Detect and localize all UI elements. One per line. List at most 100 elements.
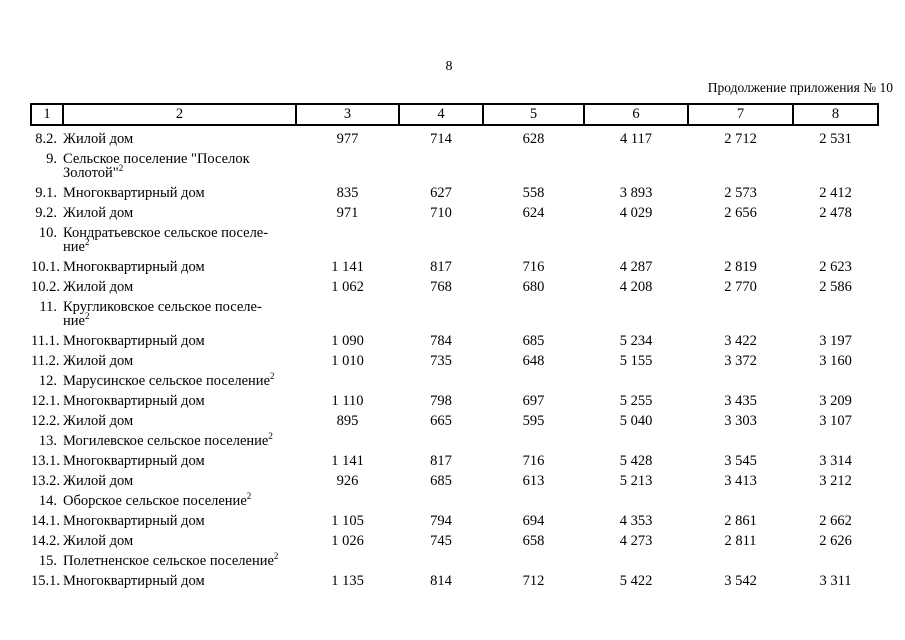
- table-row: 13.1. Многоквартирный дом 1 141 817 716 5 428…: [31, 451, 878, 471]
- row-value: 1 135: [331, 573, 364, 589]
- row-value: 627: [430, 185, 452, 201]
- row-value: [296, 491, 399, 511]
- row-value: 745: [430, 533, 452, 549]
- row-value: 1 141: [331, 259, 364, 275]
- row-number: 14.: [38, 493, 57, 509]
- row-value: 2 573: [724, 185, 757, 201]
- row-value: 977: [336, 131, 359, 147]
- table-row: 9. Сельское поселение "Поселок Золотой"2: [31, 149, 878, 183]
- row-value: [584, 297, 688, 331]
- row-value: 2 626: [819, 533, 852, 549]
- row-value: 3 209: [819, 393, 852, 409]
- table-row: 15.1. Многоквартирный дом 1 135 814 712 5 422…: [31, 571, 878, 591]
- footnote-marker: 2: [84, 311, 90, 322]
- row-value: [793, 551, 878, 571]
- row-name: Жилой дом: [63, 203, 296, 223]
- row-value: 798: [430, 393, 452, 409]
- row-value: 5 040: [619, 413, 653, 429]
- row-value: 5 428: [619, 453, 653, 469]
- footnote-marker: 2: [246, 491, 252, 502]
- row-value: 4 353: [619, 513, 653, 529]
- row-value: 710: [430, 205, 452, 221]
- row-value: 2 478: [819, 205, 852, 221]
- row-name-text: Жилой дом: [63, 473, 134, 489]
- row-name-text: Многоквартирный дом: [63, 259, 205, 275]
- row-value: 2 531: [819, 131, 852, 147]
- row-value: 716: [522, 259, 545, 275]
- row-number: 13.1.: [31, 453, 60, 469]
- row-value: [793, 149, 878, 183]
- row-value: [296, 551, 399, 571]
- row-name-text: Жилой дом: [63, 533, 134, 549]
- row-name: Жилой дом: [63, 125, 296, 149]
- row-number: 11.: [39, 299, 57, 315]
- row-name-text: Сельское поселение "Поселок Золотой": [63, 151, 250, 181]
- row-value: 595: [522, 413, 545, 429]
- row-value: [399, 149, 483, 183]
- table-row: 14.2. Жилой дом 1 026 745 658 4 273 2 811 2 626: [31, 531, 878, 551]
- row-value: 817: [430, 453, 452, 469]
- row-value: [483, 551, 584, 571]
- row-value: 1 010: [331, 353, 364, 369]
- row-value: 1 105: [331, 513, 364, 529]
- row-value: [584, 431, 688, 451]
- row-value: 2 712: [724, 131, 757, 147]
- row-name: Марусинское сельское поселение2: [63, 371, 296, 391]
- row-number: 14.1.: [31, 513, 60, 529]
- row-value: [399, 297, 483, 331]
- row-name-text: Оборское сельское поселение: [63, 493, 247, 509]
- row-value: 794: [430, 513, 452, 529]
- row-value: 926: [336, 473, 359, 489]
- row-value: [688, 371, 793, 391]
- row-name: Многоквартирный дом: [63, 257, 296, 277]
- table-row: 14. Оборское сельское поселение2: [31, 491, 878, 511]
- row-name: Многоквартирный дом: [63, 451, 296, 471]
- table-row: 11.2. Жилой дом 1 010 735 648 5 155 3 372 3 160: [31, 351, 878, 371]
- row-value: 1 090: [331, 333, 364, 349]
- row-value: [399, 551, 483, 571]
- row-value: 3 303: [724, 413, 757, 429]
- row-number: 14.2.: [31, 533, 60, 549]
- table-row: 11. Кругликовское сельское поселе- ние2: [31, 297, 878, 331]
- table-row: 13.2. Жилой дом 926 685 613 5 213 3 413 3 212: [31, 471, 878, 491]
- row-value: [793, 371, 878, 391]
- row-name: Многоквартирный дом: [63, 183, 296, 203]
- row-value: 2 412: [819, 185, 852, 201]
- row-name: Многоквартирный дом: [63, 571, 296, 591]
- row-value: 4 287: [619, 259, 653, 275]
- row-number: 10.1.: [31, 259, 60, 275]
- header-cell: 7: [687, 103, 794, 126]
- row-name-text: Жилой дом: [63, 413, 134, 429]
- row-value: [296, 223, 399, 257]
- row-value: [584, 551, 688, 571]
- row-value: 3 107: [819, 413, 852, 429]
- row-value: [483, 297, 584, 331]
- row-value: 5 213: [619, 473, 653, 489]
- row-number: 15.1.: [31, 573, 60, 589]
- table-row: 12. Марусинское сельское поселение2: [31, 371, 878, 391]
- row-value: [688, 149, 793, 183]
- row-value: [793, 223, 878, 257]
- row-name-text: Жилой дом: [63, 131, 134, 147]
- row-number: 9.2.: [35, 205, 57, 221]
- row-value: 1 110: [331, 393, 364, 409]
- footnote-marker: 2: [270, 371, 275, 382]
- row-name-text: Жилой дом: [63, 353, 134, 369]
- row-value: [483, 431, 584, 451]
- row-number: 11.2.: [31, 353, 60, 369]
- table-row: 14.1. Многоквартирный дом 1 105 794 694 4 353…: [31, 511, 878, 531]
- table-row: 10.1. Многоквартирный дом 1 141 817 716 4 287…: [31, 257, 878, 277]
- row-value: 697: [522, 393, 545, 409]
- row-value: [688, 551, 793, 571]
- row-value: [793, 431, 878, 451]
- row-name-text: Жилой дом: [63, 205, 134, 221]
- row-value: [399, 223, 483, 257]
- row-number: 12.: [38, 373, 57, 389]
- row-value: 2 656: [724, 205, 757, 221]
- row-name-text: Жилой дом: [63, 279, 134, 295]
- row-value: [399, 371, 483, 391]
- row-number: 15.: [38, 553, 57, 569]
- row-value: 3 372: [724, 353, 757, 369]
